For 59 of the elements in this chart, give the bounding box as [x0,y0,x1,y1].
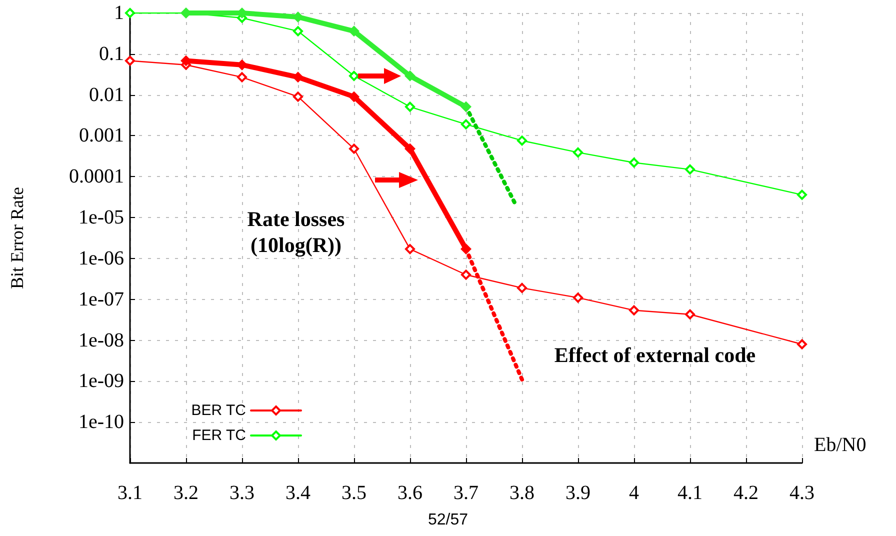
point [125,56,135,66]
x-tick-label: 4.2 [734,482,758,504]
y-tick-label: 1 [114,2,124,24]
x-tick-label: 4.3 [790,482,814,504]
y-tick-label: 0.001 [79,124,124,147]
x-tick-label: 3.9 [566,482,590,504]
x-tick-label: 4.1 [678,482,702,504]
x-tick-label: 3.3 [230,482,254,504]
point [517,136,527,146]
point [404,143,416,154]
point [404,70,416,82]
legend-label: BER TC [191,402,246,419]
text: 52/57 [428,512,468,528]
point [685,164,695,174]
point [293,26,303,36]
point [573,292,583,303]
y-tick-label: 1e-06 [78,247,124,270]
point [461,119,471,130]
point [461,270,471,280]
x-tick-label: 3.6 [398,482,422,504]
x-tick-label: 3.7 [454,482,478,504]
point [293,92,303,102]
y-tick-label: 1e-10 [78,411,124,434]
x-tick-label: 3.2 [174,482,198,504]
point [349,144,359,154]
y-axis-title: Bit Error Rate [7,187,27,289]
point [797,190,807,200]
point [405,244,415,254]
y-tick-label: 0.0001 [69,166,124,188]
y-tick-label: 0.01 [89,84,124,106]
point [349,70,359,81]
point [517,282,527,293]
y-tick-label: 1e-09 [78,370,124,392]
legend-label: FER TC [192,427,246,444]
annotation: Effect of external code [554,343,756,367]
annotation: Rate losses (10log(R)) [247,207,345,257]
x-tick-label: 3.5 [342,482,366,504]
x-tick-label: 3.4 [286,482,310,504]
point [685,309,695,320]
point [237,72,247,82]
point [292,72,304,83]
point [573,147,583,158]
point [405,102,415,112]
y-tick-label: 1e-07 [78,288,124,310]
point [629,305,639,316]
point [125,8,135,18]
y-tick-label: 1e-08 [78,329,124,352]
point [348,91,360,102]
point [348,26,360,37]
point [629,158,639,168]
y-tick-label: 0.1 [99,42,124,65]
x-tick-label: 3.8 [510,482,534,504]
x-tick-label: 3.1 [118,482,142,504]
point [460,101,472,112]
point [797,339,807,350]
x-axis-title: Eb/N0 [814,434,866,456]
x-tick-label: 4 [629,482,639,504]
y-tick-label: 1e-05 [78,206,124,229]
point [460,244,472,255]
